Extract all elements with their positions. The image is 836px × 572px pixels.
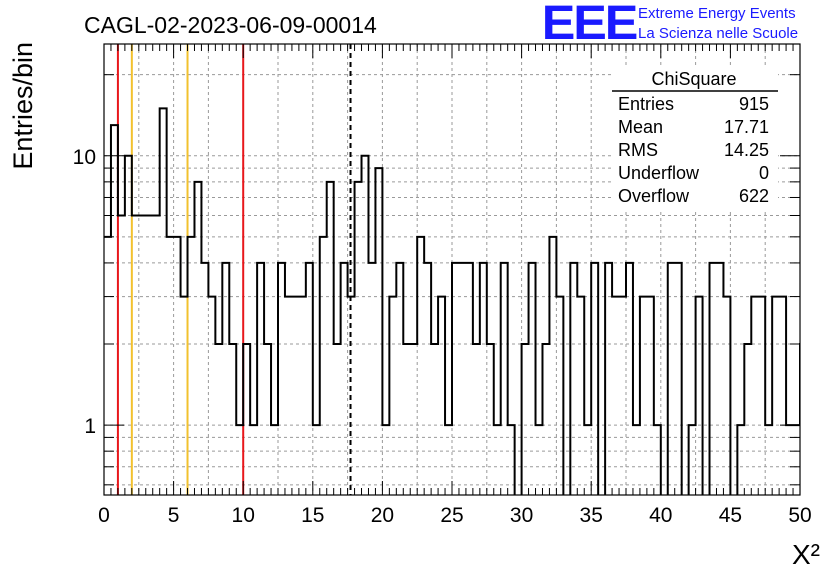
x-tick-labels: 0 5 10 15 20 25 30 35 40 45 50 (98, 504, 812, 527)
x-axis-label: X² (792, 539, 820, 570)
x-tick-label: 15 (301, 504, 324, 527)
stats-row-value: 17.71 (724, 117, 769, 137)
eee-logo-mark: EEE (541, 0, 639, 50)
histogram-line (104, 107, 800, 495)
x-tick-label: 30 (510, 504, 533, 527)
y-tick-label: 1 (84, 415, 96, 438)
stats-row-label: Underflow (618, 163, 700, 183)
x-tick-label: 45 (719, 504, 742, 527)
eee-logo-line2: La Scienza nelle Scuole (638, 25, 799, 42)
stats-title: ChiSquare (651, 69, 736, 89)
stats-row-value: 0 (759, 163, 769, 183)
stats-box: ChiSquare Entries 915 Mean 17.71 RMS 14.25 Und… (612, 66, 778, 212)
eee-logo-line1: Extreme Energy Events (638, 5, 796, 22)
stats-row-value: 915 (739, 94, 769, 114)
x-tick-label: 5 (168, 504, 180, 527)
stats-row-value: 622 (739, 186, 769, 206)
y-axis-label: Entries/bin (8, 42, 38, 170)
stats-row-value: 14.25 (724, 140, 769, 160)
stats-row-label: Overflow (618, 186, 690, 206)
y-tick-labels: 1 10 (73, 146, 96, 438)
reference-lines (116, 44, 352, 495)
x-tick-label: 35 (580, 504, 603, 527)
stats-row-label: Entries (618, 94, 674, 114)
x-tick-label: 50 (788, 504, 811, 527)
chart-title: CAGL-02-2023-06-09-00014 (84, 12, 377, 38)
x-tick-label: 40 (649, 504, 672, 527)
y-tick-label: 10 (73, 146, 96, 169)
stats-row-label: RMS (618, 140, 658, 160)
x-tick-label: 25 (440, 504, 463, 527)
x-tick-label: 0 (98, 504, 110, 527)
x-tick-label: 10 (232, 504, 255, 527)
axis-ticks (103, 44, 801, 495)
stats-row-label: Mean (618, 117, 663, 137)
x-tick-label: 20 (371, 504, 394, 527)
